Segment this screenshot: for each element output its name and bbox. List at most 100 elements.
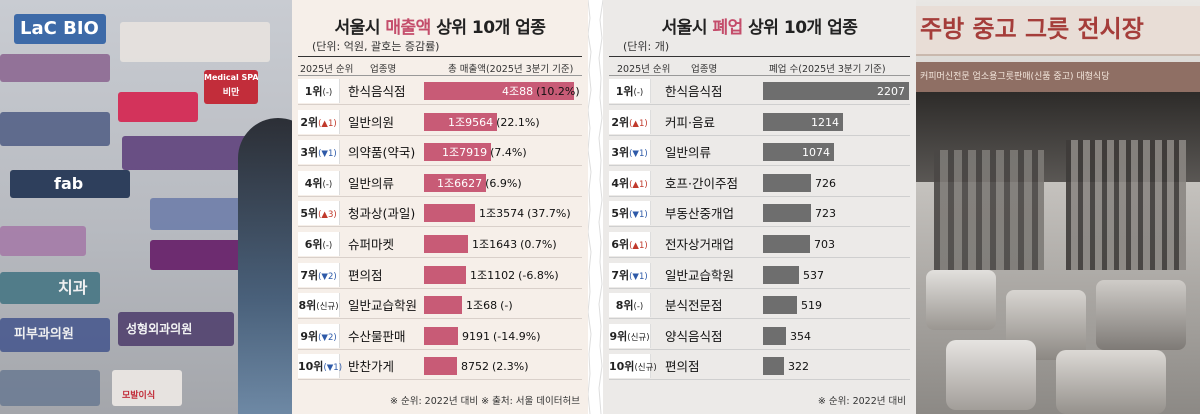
rank-label: 10위	[609, 360, 635, 374]
table-row: 2위(▲1) 커피·음료 1214	[609, 109, 910, 136]
industry-name: 일반의류	[665, 145, 712, 161]
value-number: 726	[815, 176, 836, 190]
change-rate: (0.7%)	[520, 238, 557, 251]
value-number: 8752	[461, 360, 489, 374]
rank-label: 5위	[611, 207, 630, 221]
rank-change: (신규)	[627, 332, 650, 343]
table-row: 1위(-) 한식음식점 4조88 (10.2%)	[298, 78, 582, 105]
rank-change: (신규)	[634, 363, 657, 374]
value-number: 1조1643	[472, 238, 518, 251]
bar	[763, 143, 834, 162]
table-row: 8위(-) 분식전문점 519	[609, 292, 910, 320]
industry-name: 일반교습학원	[348, 298, 418, 314]
rank-cell: 10위(신규)	[609, 354, 657, 379]
rank-cell: 6위(-)	[298, 232, 340, 256]
table-row: 7위(▼1) 일반교습학원 537	[609, 262, 910, 289]
bar	[424, 235, 468, 253]
rank-change: (▼1)	[323, 363, 343, 374]
value-label: 1조68 (-)	[466, 292, 513, 319]
value-label: 322	[788, 353, 809, 380]
bar	[424, 112, 497, 131]
bar	[763, 173, 811, 192]
bar	[763, 204, 811, 223]
value-label: 9191 (-14.9%)	[462, 323, 541, 350]
photo-sign	[0, 112, 110, 146]
rank-change: (▲1)	[629, 241, 648, 251]
value-number: 1조1102	[470, 268, 516, 282]
rank-change: (신규)	[316, 302, 339, 313]
table-header: 2025년 순위 업종명 폐업 수(2025년 3분기 기준)	[609, 56, 910, 76]
table-row: 9위(▼2) 수산물판매 9191 (-14.9%)	[298, 323, 582, 350]
rank-change: (▼1)	[318, 149, 337, 160]
rank-change: (▼1)	[629, 210, 648, 221]
header-name: 업종명	[370, 64, 397, 75]
rank-label: 7위	[611, 268, 630, 282]
value-number: 1214	[811, 115, 839, 129]
rank-cell: 3위(▼1)	[298, 140, 340, 165]
table-row: 10위(▼1) 반찬가게 8752 (2.3%)	[298, 353, 582, 381]
rank-cell: 8위(신규)	[298, 293, 340, 318]
bar	[424, 143, 491, 162]
photo-sign	[150, 240, 246, 270]
photo-sign: fab	[10, 170, 130, 198]
table-row: 5위(▼1) 부동산중개업 723	[609, 200, 910, 228]
rank-label: 6위	[304, 238, 323, 251]
photo-sign: 성형외과의원	[118, 312, 234, 346]
industry-name: 의약품(약국)	[348, 145, 416, 161]
bar	[763, 296, 797, 315]
rank-label: 6위	[611, 238, 630, 251]
value-number: 4조88	[502, 85, 534, 98]
rank-change: (▲3)	[318, 210, 337, 221]
pot	[1056, 350, 1166, 414]
bar	[424, 173, 486, 192]
industry-name: 부동산중개업	[665, 206, 735, 222]
value-label: 519	[801, 292, 822, 319]
header-rank: 2025년 순위	[617, 64, 671, 75]
rank-cell: 10위(▼1)	[298, 354, 343, 379]
table-row: 4위(▲1) 호프·간이주점 726	[609, 170, 910, 197]
table-row: 5위(▲3) 청과상(과일) 1조3574 (37.7%)	[298, 200, 582, 228]
rank-cell: 8위(-)	[609, 293, 651, 318]
rank-change: (▲1)	[629, 118, 648, 129]
chart-subtitle: (단위: 개)	[623, 40, 670, 53]
bar	[763, 265, 799, 284]
rank-cell: 4위(▲1)	[609, 170, 651, 195]
photo-sign: LaC BIO	[14, 14, 106, 44]
store-subsign: 커피머신전문 업소용그릇판매(신품 중고) 대형식당	[916, 62, 1200, 92]
rank-cell: 5위(▼1)	[609, 201, 651, 226]
bar	[763, 235, 810, 253]
paper-tear-divider	[588, 0, 603, 414]
table-row: 10위(신규) 편의점 322	[609, 353, 910, 381]
value-number: 322	[788, 360, 809, 374]
rank-label: 9위	[300, 329, 319, 343]
industry-name: 일반의류	[348, 175, 395, 191]
rank-label: 4위	[611, 176, 630, 190]
photo-sign	[0, 54, 110, 82]
photo-sign	[118, 92, 198, 122]
bar	[424, 326, 458, 345]
photo-sign	[0, 370, 100, 406]
industry-name: 분식전문점	[665, 298, 723, 314]
closure-chart-panel: 서울시 폐업 상위 10개 업종 (단위: 개) 2025년 순위 업종명 폐업…	[603, 0, 916, 414]
store-subsign-text: 커피머신전문 업소용그릇판매(신품 중고) 대형식당	[920, 72, 1110, 82]
table-header: 2025년 순위 업종명 총 매출액(2025년 3분기 기준)	[298, 56, 582, 76]
rank-cell: 9위(▼2)	[298, 323, 340, 348]
value-label: 1조1102 (-6.8%)	[470, 262, 559, 289]
table-row: 2위(▲1) 일반의원 1조9564 (22.1%)	[298, 109, 582, 136]
header-name: 업종명	[691, 64, 718, 75]
footnote: ※ 순위: 2022년 대비 ※ 출처: 서울 데이터허브	[390, 396, 580, 407]
photo-sign: Medical SPA 비만	[204, 70, 258, 104]
store-sign: 주방 중고 그릇 전시장	[916, 6, 1200, 56]
change-rate: (7.4%)	[490, 146, 527, 160]
industry-name: 슈퍼마켓	[348, 237, 395, 252]
bar	[424, 204, 475, 223]
table-row: 6위(-) 슈퍼마켓 1조1643 (0.7%)	[298, 231, 582, 258]
pot	[1096, 280, 1186, 350]
value-number: 9191	[462, 329, 490, 343]
change-rate: (-6.8%)	[518, 268, 559, 282]
rank-label: 4위	[304, 176, 323, 190]
rank-cell: 6위(▲1)	[609, 232, 651, 256]
bar	[424, 357, 457, 376]
change-rate: (6.9%)	[485, 176, 522, 190]
value-label: 1조9564 (22.1%)	[448, 109, 540, 136]
